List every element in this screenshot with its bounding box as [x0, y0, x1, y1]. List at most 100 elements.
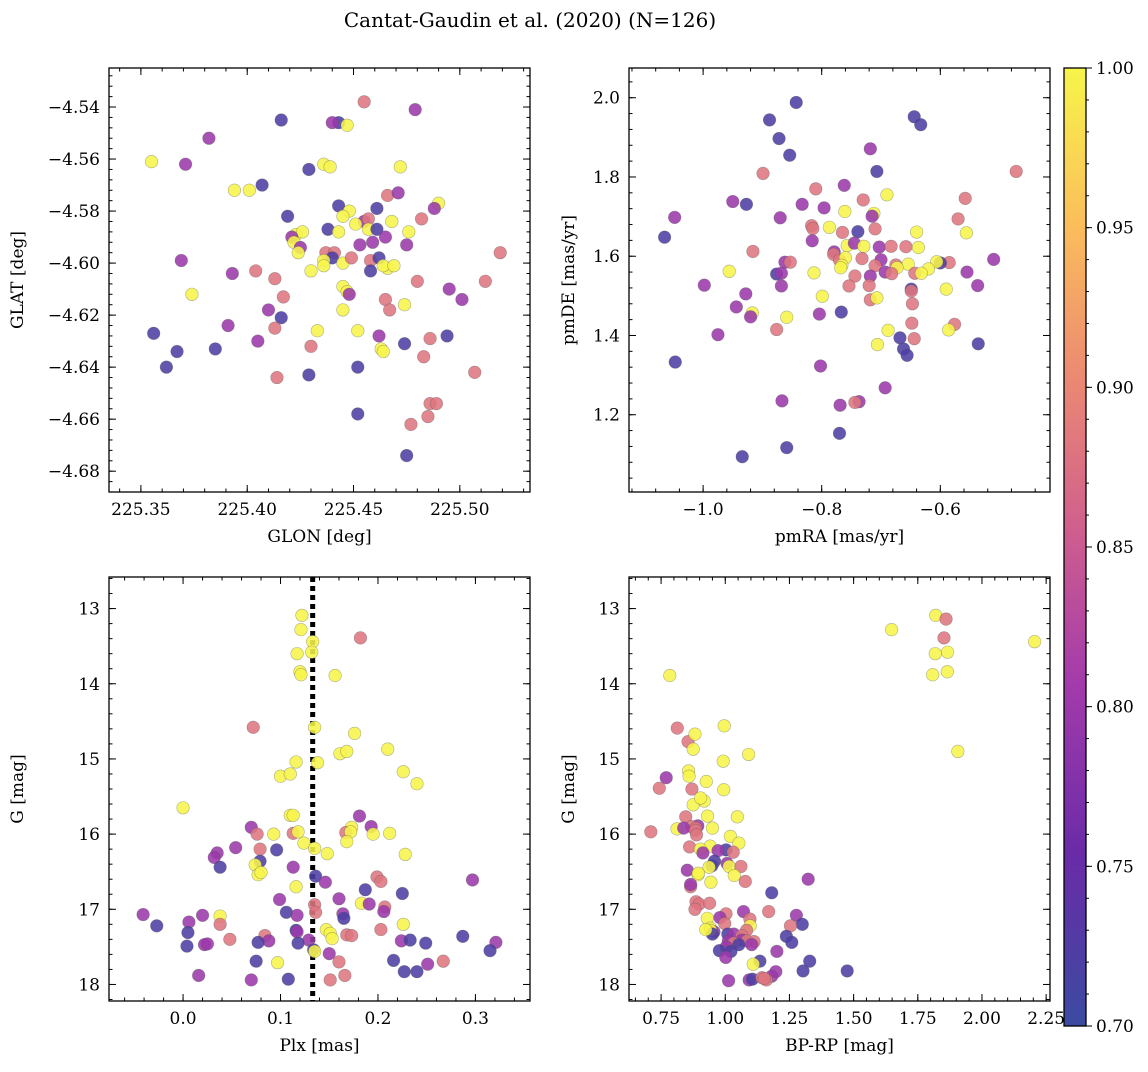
data-point — [294, 668, 308, 682]
data-point — [685, 782, 699, 796]
data-point — [668, 210, 682, 224]
data-point — [340, 744, 354, 759]
y-tick-label: 17 — [598, 900, 620, 920]
data-point — [323, 160, 337, 174]
x-tick-label: 1.75 — [899, 1009, 937, 1029]
data-point — [691, 866, 705, 880]
data-point — [855, 252, 869, 266]
data-point — [347, 726, 362, 740]
y-tick-label: −4.62 — [48, 306, 100, 326]
y-axis-label: pmDE [mas/yr] — [559, 215, 579, 345]
data-point — [493, 246, 507, 260]
data-point — [774, 279, 788, 293]
colorbar-tick-label: 0.95 — [1096, 219, 1134, 239]
data-point — [349, 217, 363, 231]
data-point — [652, 781, 666, 795]
data-point — [468, 365, 482, 379]
data-point — [378, 230, 393, 244]
data-point — [310, 756, 325, 770]
data-point — [267, 827, 281, 841]
data-point — [268, 321, 282, 335]
data-point — [812, 307, 826, 321]
data-point — [332, 225, 346, 239]
data-point — [971, 278, 985, 293]
data-point — [383, 303, 397, 317]
data-point — [353, 238, 367, 252]
x-axis-label: pmRA [mas/yr] — [775, 527, 904, 547]
data-point — [746, 957, 760, 971]
y-tick-label: 1.2 — [593, 406, 620, 426]
data-point — [905, 297, 920, 311]
data-point — [363, 264, 378, 278]
data-point — [181, 925, 195, 940]
data-point — [723, 829, 737, 843]
data-point — [455, 292, 469, 307]
data-point — [940, 645, 955, 659]
data-point — [739, 197, 754, 211]
axes-frame — [628, 67, 1051, 493]
data-point — [805, 234, 819, 248]
data-point — [785, 935, 799, 949]
data-point — [304, 339, 318, 353]
data-point — [899, 240, 913, 254]
colorbar-tick-label: 0.70 — [1096, 1017, 1134, 1037]
data-point — [727, 868, 741, 883]
data-point — [376, 344, 390, 359]
data-point — [940, 665, 954, 679]
data-point — [305, 645, 319, 659]
data-point — [180, 939, 194, 953]
data-point — [682, 769, 696, 783]
data-point — [456, 929, 470, 943]
data-point — [251, 935, 265, 949]
x-tick-label: −0.6 — [920, 500, 961, 520]
data-point — [807, 266, 821, 280]
data-point — [254, 865, 268, 880]
y-axis-label: GLAT [deg] — [8, 231, 28, 329]
y-tick-label: 1.8 — [593, 168, 620, 188]
data-point — [310, 324, 324, 338]
y-tick-label: 17 — [78, 900, 100, 920]
data-point — [735, 450, 749, 464]
data-point — [834, 261, 848, 275]
data-point — [325, 116, 339, 130]
x-tick-label: 0.1 — [267, 1009, 294, 1029]
data-point — [170, 344, 184, 359]
data-point — [421, 409, 435, 424]
data-point — [657, 230, 672, 244]
data-point — [746, 244, 760, 259]
data-point — [213, 917, 227, 931]
data-point — [290, 647, 304, 661]
data-point — [937, 631, 951, 645]
data-point — [1027, 635, 1042, 649]
data-point — [351, 360, 365, 374]
data-point — [696, 846, 710, 860]
data-point — [730, 810, 744, 824]
data-point — [276, 290, 290, 304]
data-point — [801, 872, 815, 886]
data-point — [289, 880, 303, 894]
data-point — [419, 936, 433, 950]
colorbar-tick-label: 0.90 — [1096, 378, 1134, 398]
data-point — [684, 877, 698, 892]
data-point — [398, 847, 412, 862]
data-point — [332, 892, 346, 906]
data-point — [317, 259, 331, 273]
data-point — [436, 954, 450, 968]
data-point — [872, 240, 886, 254]
x-tick-label: 0.0 — [170, 1009, 197, 1029]
data-point — [251, 334, 265, 348]
data-point — [400, 238, 414, 252]
y-axis-label: G [mag] — [8, 754, 28, 823]
colorbar-gradient — [1064, 68, 1086, 1026]
data-point — [391, 186, 405, 200]
data-point — [857, 239, 871, 253]
data-point — [397, 965, 411, 979]
data-point — [914, 118, 928, 132]
data-point — [255, 178, 269, 192]
data-point — [427, 201, 441, 216]
data-point — [208, 342, 222, 356]
data-point — [290, 925, 304, 939]
data-point — [478, 274, 492, 288]
data-point — [336, 209, 350, 223]
x-tick-label: 0.75 — [642, 1009, 680, 1029]
